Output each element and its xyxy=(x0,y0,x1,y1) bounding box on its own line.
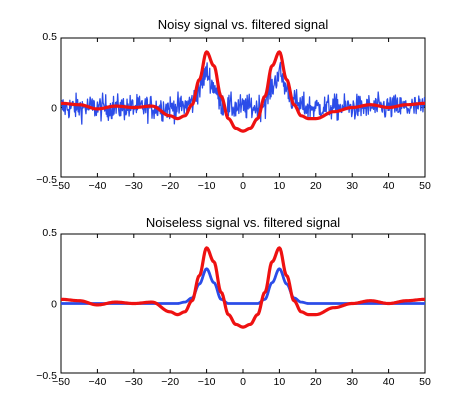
series-line-2 xyxy=(61,246,425,329)
y-tick-label: −0.5 xyxy=(36,370,57,382)
x-tick-label: −10 xyxy=(198,180,216,192)
x-tick-label: 30 xyxy=(346,376,358,388)
x-tick-label: −40 xyxy=(88,180,106,192)
series-line-2 xyxy=(61,50,425,133)
x-tick-label: −10 xyxy=(198,376,216,388)
chart-title: Noiseless signal vs. filtered signal xyxy=(146,215,340,230)
x-tick-label: 20 xyxy=(310,376,322,388)
x-tick-label: 50 xyxy=(419,180,431,192)
y-tick-label: 0.5 xyxy=(42,31,57,43)
x-tick-label: 10 xyxy=(274,180,286,192)
x-tick-label: −20 xyxy=(161,376,179,388)
subplot-2: Noiseless signal vs. filtered signal−50−… xyxy=(36,215,431,388)
y-tick-label: 0.5 xyxy=(42,227,57,239)
x-tick-label: 40 xyxy=(383,180,395,192)
y-tick-label: −0.5 xyxy=(36,174,57,186)
x-tick-label: 50 xyxy=(419,376,431,388)
x-tick-label: 40 xyxy=(383,376,395,388)
x-tick-label: −40 xyxy=(88,376,106,388)
x-tick-label: 0 xyxy=(240,180,246,192)
x-tick-label: 0 xyxy=(240,376,246,388)
x-tick-label: −50 xyxy=(52,180,70,192)
x-tick-label: 30 xyxy=(346,180,358,192)
x-tick-label: −20 xyxy=(161,180,179,192)
x-tick-label: 10 xyxy=(274,376,286,388)
x-tick-label: −30 xyxy=(125,376,143,388)
y-tick-label: 0 xyxy=(51,299,57,311)
chart-title: Noisy signal vs. filtered signal xyxy=(158,17,329,32)
x-tick-label: −50 xyxy=(52,376,70,388)
y-tick-label: 0 xyxy=(51,103,57,115)
x-tick-label: −30 xyxy=(125,180,143,192)
subplot-1: Noisy signal vs. filtered signal −50 −40 −3… xyxy=(36,17,431,192)
x-tick-label: 20 xyxy=(310,180,322,192)
